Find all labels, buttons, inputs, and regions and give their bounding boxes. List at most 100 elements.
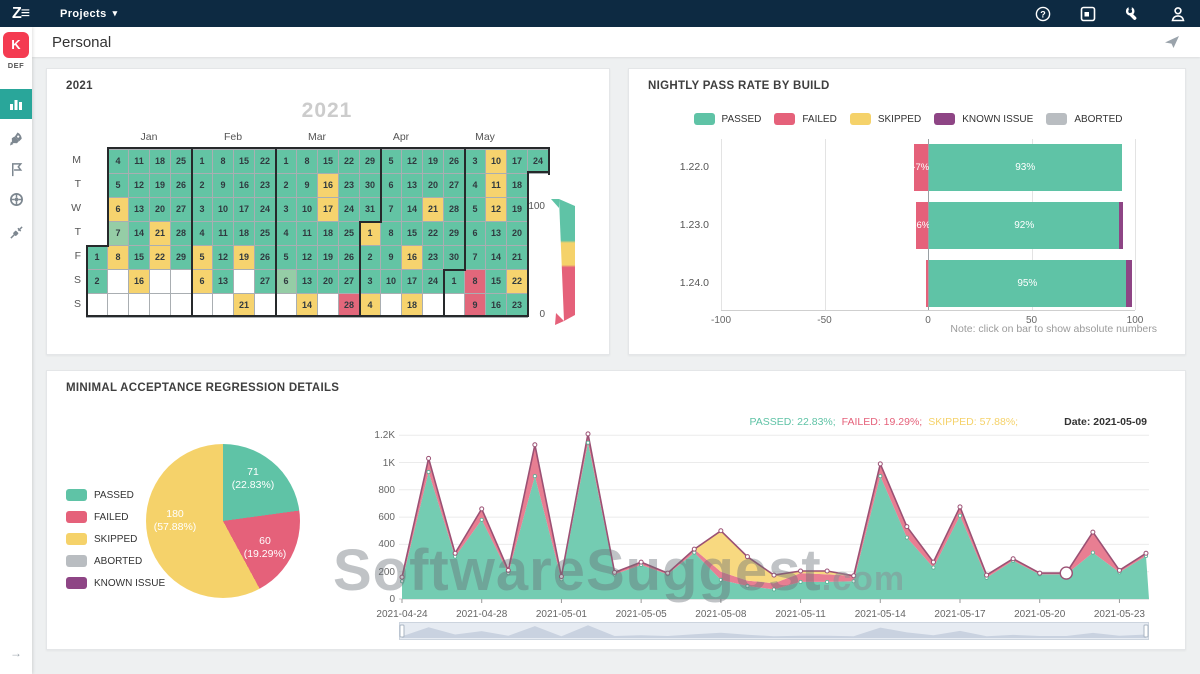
calendar-cell[interactable]: 10 <box>296 197 318 222</box>
calendar-cell[interactable]: 5 <box>191 245 213 270</box>
calendar-cell[interactable]: 2 <box>275 173 297 198</box>
calendar-cell[interactable]: 29 <box>359 149 381 174</box>
legend-item-passed[interactable]: PASSED <box>66 489 165 501</box>
calendar-cell[interactable] <box>233 269 255 294</box>
calendar-cell[interactable]: 4 <box>464 173 486 198</box>
marker-total[interactable] <box>744 554 750 560</box>
marker-total[interactable] <box>771 572 777 578</box>
launcher-icon[interactable] <box>1080 6 1096 22</box>
calendar-cell[interactable]: 25 <box>254 221 276 246</box>
calendar-cell[interactable]: 25 <box>170 149 192 174</box>
calendar-cell[interactable]: 17 <box>506 149 528 174</box>
calendar-cell[interactable]: 20 <box>317 269 339 294</box>
calendar-cell[interactable]: 2 <box>359 245 381 270</box>
datazoom-handle[interactable] <box>1143 624 1149 638</box>
calendar-cell[interactable]: 18 <box>317 221 339 246</box>
calendar-cell[interactable]: 15 <box>233 149 255 174</box>
marker-total[interactable] <box>691 546 697 552</box>
calendar-cell[interactable]: 8 <box>212 149 234 174</box>
bar-passed-segment[interactable]: 92% <box>929 202 1120 249</box>
calendar-cell[interactable]: 27 <box>443 173 465 198</box>
calendar-cell[interactable]: 5 <box>380 149 402 174</box>
sidebar-item-sessions[interactable] <box>0 184 32 214</box>
calendar-cell[interactable]: 10 <box>212 197 234 222</box>
calendar-cell[interactable]: 12 <box>296 245 318 270</box>
calendar-cell[interactable]: 12 <box>485 197 507 222</box>
calendar-cell[interactable]: 18 <box>149 149 171 174</box>
calendar-cell[interactable]: 26 <box>443 149 465 174</box>
bar-known-issue-segment[interactable] <box>1119 202 1123 249</box>
calendar-cell[interactable]: 11 <box>212 221 234 246</box>
marker-total[interactable] <box>824 568 830 574</box>
calendar-cell[interactable]: 26 <box>338 245 360 270</box>
calendar-cell[interactable]: 1 <box>275 149 297 174</box>
sidebar-expand-arrow[interactable]: → <box>10 646 22 660</box>
calendar-cell[interactable]: 19 <box>233 245 255 270</box>
calendar-cell[interactable]: 30 <box>359 173 381 198</box>
calendar-cell[interactable]: 7 <box>464 245 486 270</box>
legend-item-failed[interactable]: FAILED <box>774 113 837 125</box>
calendar-cell[interactable]: 6 <box>107 197 129 222</box>
calendar-cell[interactable]: 3 <box>464 149 486 174</box>
calendar-cell[interactable]: 14 <box>128 221 150 246</box>
wrench-icon[interactable] <box>1125 5 1141 22</box>
marker-total[interactable] <box>1143 550 1149 556</box>
send-icon[interactable] <box>1164 35 1180 49</box>
calendar-cell[interactable]: 25 <box>338 221 360 246</box>
calendar-cell[interactable]: 11 <box>485 173 507 198</box>
calendar-cell[interactable]: 26 <box>254 245 276 270</box>
marker-total[interactable] <box>957 504 963 510</box>
calendar-cell[interactable]: 6 <box>464 221 486 246</box>
marker-total[interactable] <box>1090 529 1096 535</box>
calendar-cell[interactable]: 13 <box>296 269 318 294</box>
marker-total[interactable] <box>399 574 405 580</box>
project-tile[interactable]: K <box>3 32 29 58</box>
calendar-cell[interactable]: 4 <box>107 149 129 174</box>
calendar-cell[interactable]: 11 <box>128 149 150 174</box>
calendar-cell[interactable]: 13 <box>212 269 234 294</box>
calendar-cell[interactable]: 4 <box>275 221 297 246</box>
calendar-cell[interactable]: 1 <box>86 245 108 270</box>
calendar-cell[interactable]: 5 <box>107 173 129 198</box>
calendar-cell[interactable]: 27 <box>170 197 192 222</box>
calendar-cell[interactable] <box>170 269 192 294</box>
calendar-cell[interactable]: 28 <box>338 293 360 318</box>
calendar-cell[interactable]: 8 <box>296 149 318 174</box>
marker-total[interactable] <box>877 461 883 467</box>
calendar-cell[interactable]: 29 <box>443 221 465 246</box>
calendar-cell[interactable]: 22 <box>422 221 444 246</box>
marker-total[interactable] <box>904 524 910 530</box>
calendar-cell[interactable]: 6 <box>380 173 402 198</box>
calendar-cell[interactable]: 26 <box>170 173 192 198</box>
legend-item-known-issue[interactable]: KNOWN ISSUE <box>66 577 165 589</box>
marker-total[interactable] <box>1010 556 1016 562</box>
calendar-cell[interactable]: 6 <box>191 269 213 294</box>
marker-total[interactable] <box>930 559 936 565</box>
calendar-cell[interactable]: 5 <box>275 245 297 270</box>
calendar-cell[interactable]: 4 <box>191 221 213 246</box>
calendar-cell[interactable]: 20 <box>506 221 528 246</box>
marker-total[interactable] <box>718 528 724 534</box>
calendar-cell[interactable]: 20 <box>422 173 444 198</box>
app-logo[interactable]: Z≡ <box>12 4 30 22</box>
calendar-cell[interactable]: 16 <box>128 269 150 294</box>
calendar-cell[interactable]: 2 <box>191 173 213 198</box>
marker-total[interactable] <box>479 506 485 512</box>
visualmap-shape[interactable] <box>547 197 579 329</box>
marker-total[interactable] <box>452 550 458 556</box>
calendar-cell[interactable]: 21 <box>233 293 255 318</box>
bar-known-issue-segment[interactable] <box>1125 260 1132 307</box>
marker-total[interactable] <box>638 559 644 565</box>
calendar-cell[interactable]: 20 <box>149 197 171 222</box>
marker-total[interactable] <box>984 572 990 578</box>
calendar-cell[interactable]: 23 <box>254 173 276 198</box>
calendar-cell[interactable]: 1 <box>191 149 213 174</box>
marker-total[interactable] <box>532 442 538 448</box>
bar-failed-segment[interactable]: -6% <box>913 202 930 249</box>
bar-passed-segment[interactable]: 95% <box>929 260 1126 307</box>
calendar-cell[interactable]: 28 <box>443 197 465 222</box>
calendar-cell[interactable]: 9 <box>212 173 234 198</box>
calendar-cell[interactable]: 16 <box>401 245 423 270</box>
calendar-cell[interactable]: 15 <box>128 245 150 270</box>
profile-icon[interactable] <box>1170 6 1186 22</box>
